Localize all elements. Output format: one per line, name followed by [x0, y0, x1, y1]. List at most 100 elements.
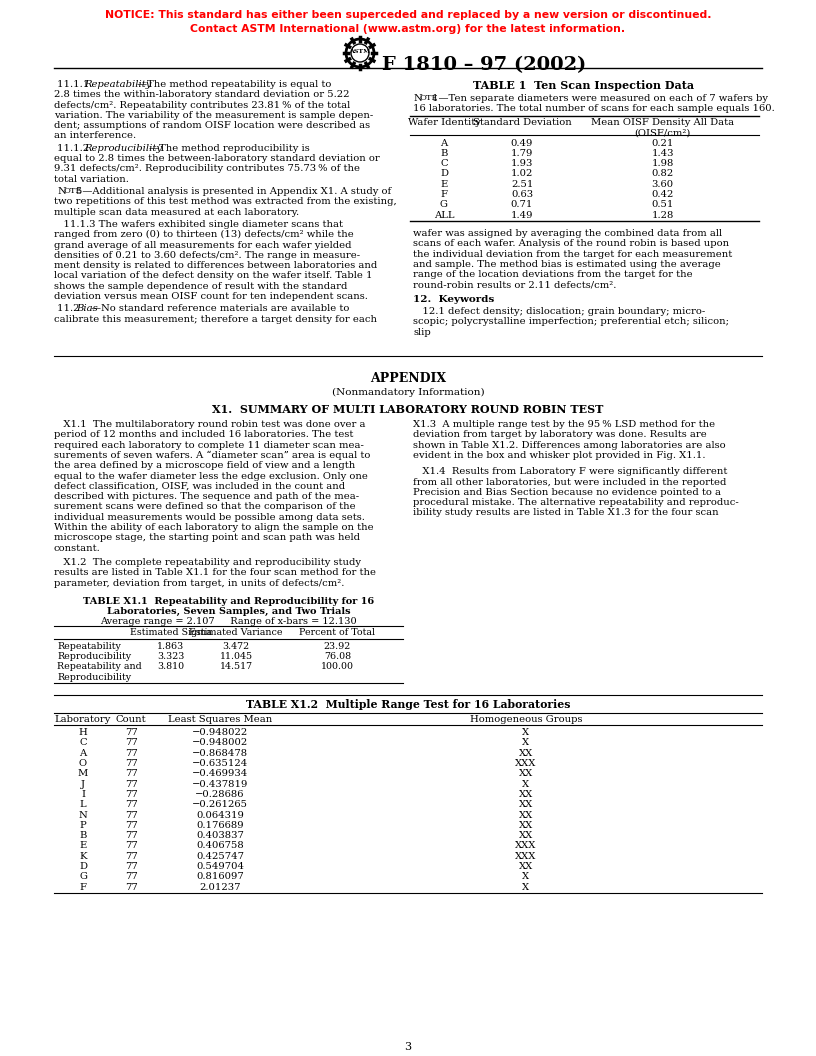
Text: F 1810 – 97 (2002): F 1810 – 97 (2002) [382, 56, 586, 74]
Text: local variation of the defect density on the wafer itself. Table 1: local variation of the defect density on… [54, 271, 372, 281]
Text: G: G [440, 201, 448, 209]
Text: X: X [522, 883, 530, 891]
Text: X1.1  The multilaboratory round robin test was done over a: X1.1 The multilaboratory round robin tes… [54, 420, 366, 429]
Text: TABLE X1.1  Repeatability and Reproducibility for 16: TABLE X1.1 Repeatability and Reproducibi… [83, 597, 374, 606]
Text: XX: XX [519, 811, 533, 819]
Text: 0.42: 0.42 [651, 190, 674, 200]
Text: Average range = 2.107     Range of x-bars = 12.130: Average range = 2.107 Range of x-bars = … [100, 618, 357, 626]
Text: F: F [79, 883, 86, 891]
Text: and sample. The method bias is estimated using the average: and sample. The method bias is estimated… [413, 260, 721, 269]
Text: X: X [522, 729, 530, 737]
Text: Contact ASTM International (www.astm.org) for the latest information.: Contact ASTM International (www.astm.org… [190, 24, 626, 34]
Text: 100.00: 100.00 [321, 662, 354, 672]
Text: ALL: ALL [434, 211, 455, 220]
Text: D: D [79, 862, 87, 871]
Text: Bias: Bias [76, 304, 98, 314]
Text: deviation versus mean OISF count for ten independent scans.: deviation versus mean OISF count for ten… [54, 293, 368, 301]
Text: 11.2: 11.2 [57, 304, 82, 314]
Text: K: K [79, 852, 86, 861]
Text: 0.403837: 0.403837 [196, 831, 244, 841]
Text: OTE: OTE [63, 187, 82, 195]
Text: surements of seven wafers. A “diameter scan” area is equal to: surements of seven wafers. A “diameter s… [54, 451, 370, 460]
Text: X1.4  Results from Laboratory F were significantly different: X1.4 Results from Laboratory F were sign… [413, 467, 727, 476]
Text: TABLE 1  Ten Scan Inspection Data: TABLE 1 Ten Scan Inspection Data [473, 80, 694, 91]
Text: variation. The variability of the measurement is sample depen-: variation. The variability of the measur… [54, 111, 373, 120]
Text: −0.28686: −0.28686 [195, 790, 245, 799]
Text: two repetitions of this test method was extracted from the existing,: two repetitions of this test method was … [54, 197, 397, 206]
Text: the individual deviation from the target for each measurement: the individual deviation from the target… [413, 249, 732, 259]
Text: Repeatability: Repeatability [57, 642, 121, 650]
Text: 77: 77 [125, 811, 137, 819]
Text: 77: 77 [125, 779, 137, 789]
Text: −0.948022: −0.948022 [192, 729, 248, 737]
Text: 77: 77 [125, 852, 137, 861]
Text: Laboratories, Seven Samples, and Two Trials: Laboratories, Seven Samples, and Two Tri… [107, 607, 350, 616]
Text: Count: Count [116, 715, 146, 724]
Text: N: N [57, 187, 66, 196]
Text: Standard Deviation: Standard Deviation [472, 118, 571, 128]
Text: 0.176689: 0.176689 [196, 821, 244, 830]
Text: 0.549704: 0.549704 [196, 862, 244, 871]
Text: 77: 77 [125, 872, 137, 882]
Text: Least Squares Mean: Least Squares Mean [168, 715, 272, 724]
Text: Repeatability: Repeatability [84, 80, 152, 89]
Text: 1.28: 1.28 [651, 211, 674, 220]
Text: G: G [79, 872, 87, 882]
Text: C: C [440, 159, 448, 168]
Text: microscope stage, the starting point and scan path was held: microscope stage, the starting point and… [54, 533, 360, 543]
Text: (OISF/cm²): (OISF/cm²) [634, 129, 690, 137]
Text: Reproducibility: Reproducibility [57, 673, 131, 681]
Text: A: A [441, 138, 448, 148]
Text: OTE: OTE [419, 94, 437, 102]
Text: parameter, deviation from target, in units of defects/cm².: parameter, deviation from target, in uni… [54, 579, 344, 587]
Text: 77: 77 [125, 831, 137, 841]
Text: Reproducibility: Reproducibility [57, 652, 131, 661]
Text: XX: XX [519, 790, 533, 799]
Text: from all other laboratories, but were included in the reported: from all other laboratories, but were in… [413, 477, 726, 487]
Text: Estimated Variance: Estimated Variance [189, 628, 283, 638]
Text: B: B [441, 149, 448, 158]
Text: defect classification, OISF, was included in the count and: defect classification, OISF, was include… [54, 482, 345, 491]
Text: procedural mistake. The alternative repeatability and reproduc-: procedural mistake. The alternative repe… [413, 498, 738, 507]
Text: 2.01237: 2.01237 [199, 883, 241, 891]
Text: 5—Additional analysis is presented in Appendix X1. A study of: 5—Additional analysis is presented in Ap… [76, 187, 391, 196]
Text: 3: 3 [405, 1042, 411, 1052]
Text: X1.  SUMMARY OF MULTI LABORATORY ROUND ROBIN TEST: X1. SUMMARY OF MULTI LABORATORY ROUND RO… [212, 404, 604, 415]
Text: C: C [79, 738, 86, 748]
Text: slip: slip [413, 327, 431, 337]
Text: results are listed in Table X1.1 for the four scan method for the: results are listed in Table X1.1 for the… [54, 568, 376, 578]
Text: ibility study results are listed in Table X1.3 for the four scan: ibility study results are listed in Tabl… [413, 508, 719, 517]
Text: 77: 77 [125, 790, 137, 799]
Text: Reproducibility: Reproducibility [84, 144, 162, 153]
Text: Repeatability and: Repeatability and [57, 662, 142, 672]
Text: described with pictures. The sequence and path of the mea-: described with pictures. The sequence an… [54, 492, 359, 502]
Text: F: F [441, 190, 447, 200]
Text: wafer was assigned by averaging the combined data from all: wafer was assigned by averaging the comb… [413, 229, 722, 238]
Text: 77: 77 [125, 842, 137, 850]
Text: N: N [78, 811, 87, 819]
Text: Precision and Bias Section because no evidence pointed to a: Precision and Bias Section because no ev… [413, 488, 721, 496]
Text: I: I [81, 790, 85, 799]
Text: an interference.: an interference. [54, 132, 136, 140]
Text: 16 laboratories. The total number of scans for each sample equals 160.: 16 laboratories. The total number of sca… [413, 105, 774, 113]
Text: −0.868478: −0.868478 [192, 749, 248, 758]
Text: Homogeneous Groups: Homogeneous Groups [470, 715, 583, 724]
Text: range of the location deviations from the target for the: range of the location deviations from th… [413, 270, 693, 279]
Text: evident in the box and whisker plot provided in Fig. X1.1.: evident in the box and whisker plot prov… [413, 451, 706, 460]
Text: ment density is related to differences between laboratories and: ment density is related to differences b… [54, 261, 377, 270]
Text: XX: XX [519, 862, 533, 871]
Text: 0.51: 0.51 [651, 201, 674, 209]
Text: XXX: XXX [516, 842, 537, 850]
Text: 1.43: 1.43 [651, 149, 674, 158]
Text: 23.92: 23.92 [324, 642, 351, 650]
Text: 1—Ten separate diameters were measured on each of 7 wafers by: 1—Ten separate diameters were measured o… [432, 94, 768, 103]
Text: densities of 0.21 to 3.60 defects/cm². The range in measure-: densities of 0.21 to 3.60 defects/cm². T… [54, 251, 360, 260]
Text: 77: 77 [125, 800, 137, 809]
Text: APPENDIX: APPENDIX [370, 372, 446, 385]
Text: 77: 77 [125, 759, 137, 768]
Text: defects/cm². Repeatability contributes 23.81 % of the total: defects/cm². Repeatability contributes 2… [54, 100, 350, 110]
Text: L: L [80, 800, 86, 809]
Text: 0.816097: 0.816097 [196, 872, 244, 882]
Text: Percent of Total: Percent of Total [299, 628, 375, 638]
Text: dent; assumptions of random OISF location were described as: dent; assumptions of random OISF locatio… [54, 121, 370, 130]
